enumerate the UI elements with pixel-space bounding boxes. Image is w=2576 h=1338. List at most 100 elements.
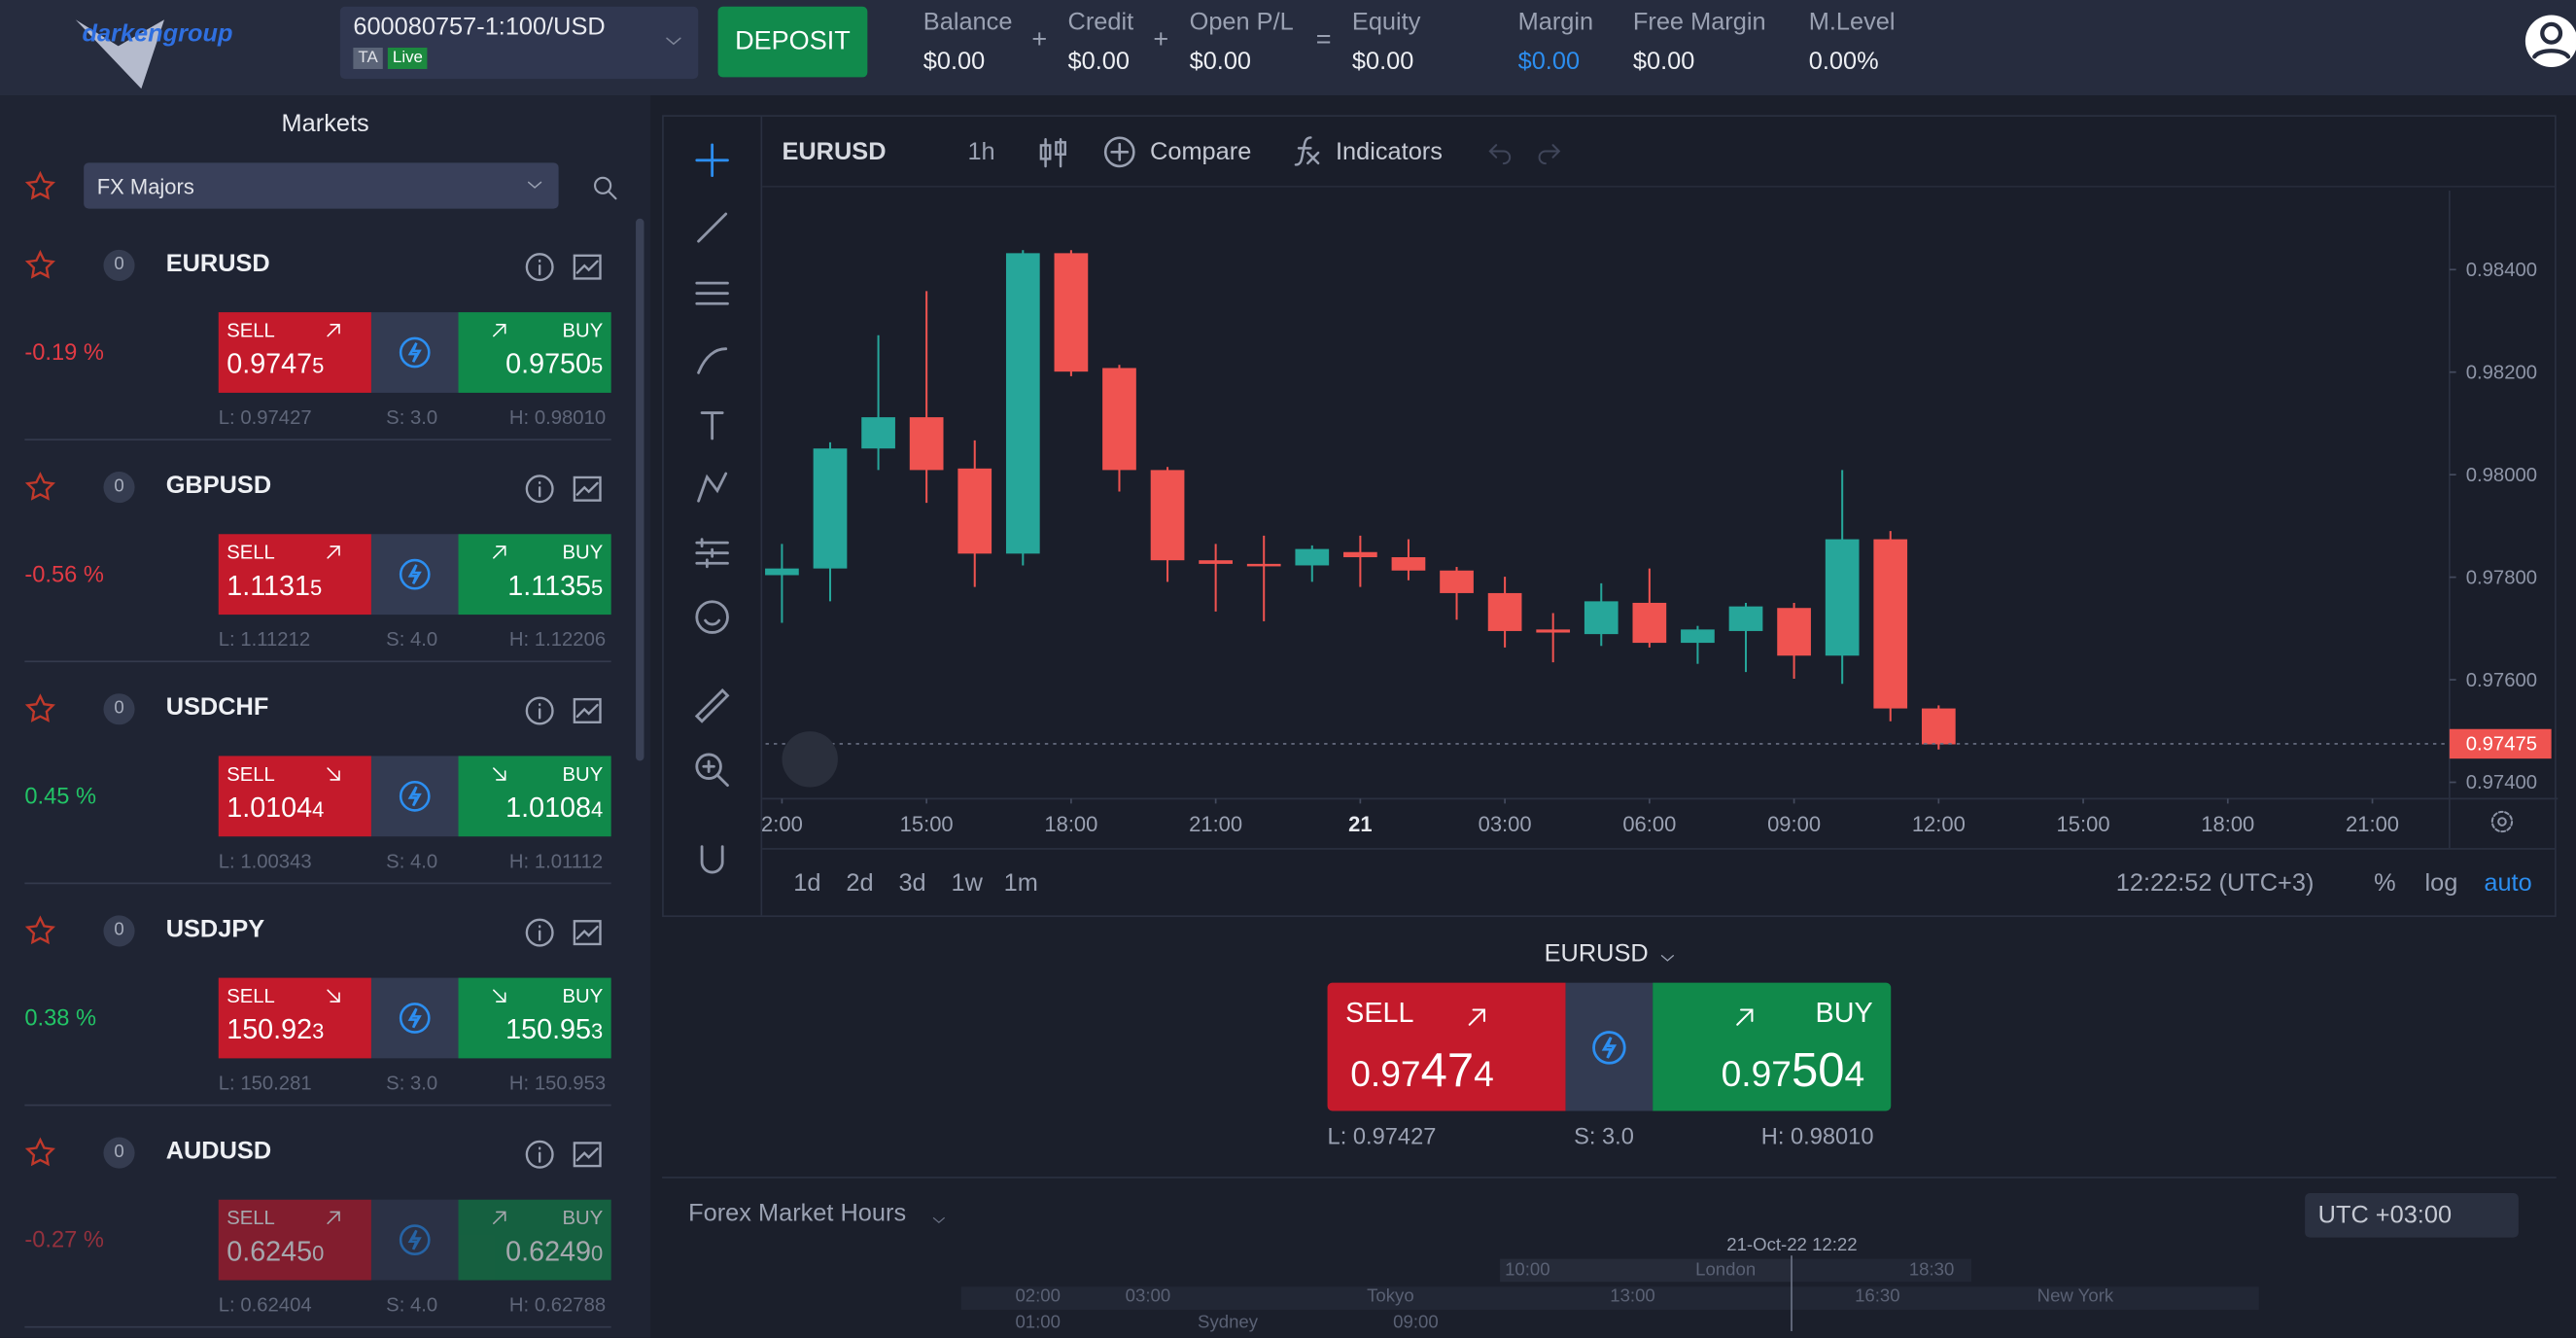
tool-icon[interactable] bbox=[692, 596, 733, 637]
range-button[interactable]: 3d bbox=[898, 869, 926, 898]
info-icon[interactable] bbox=[522, 693, 556, 727]
quick-trade[interactable] bbox=[370, 1199, 459, 1281]
market-filter[interactable]: FX Majors bbox=[84, 162, 559, 209]
scale-option[interactable]: log bbox=[2424, 869, 2458, 898]
icon-part bbox=[399, 1003, 431, 1034]
buy-button[interactable]: BUY 0.62490 bbox=[458, 1199, 611, 1281]
chart-icon[interactable] bbox=[570, 250, 604, 284]
search-icon[interactable] bbox=[590, 172, 621, 203]
tool-icon[interactable] bbox=[692, 686, 733, 726]
timezone-select[interactable]: UTC +03:00 bbox=[2305, 1192, 2519, 1238]
trade-sell[interactable]: SELL 0.97474 bbox=[1327, 982, 1566, 1111]
sell-button[interactable]: SELL 0.97475 bbox=[218, 312, 371, 393]
clock: 12:22:52 (UTC+3) bbox=[2115, 869, 2315, 898]
trade-symbol[interactable]: EURUSD bbox=[1544, 939, 1649, 968]
icon-part bbox=[695, 143, 729, 178]
buy-arrow bbox=[488, 762, 511, 786]
stat-value: $0.00 bbox=[1351, 48, 1414, 76]
buy-button[interactable]: BUY 1.11355 bbox=[458, 534, 611, 616]
icon-part bbox=[24, 472, 55, 501]
sell-button[interactable]: SELL 0.62450 bbox=[218, 1199, 371, 1281]
fx-icon[interactable] bbox=[1290, 133, 1326, 169]
sell-button[interactable]: SELL 1.01044 bbox=[218, 756, 371, 837]
tool-icon[interactable] bbox=[692, 207, 733, 248]
tool-icon[interactable] bbox=[692, 140, 733, 181]
sell-arrow bbox=[322, 762, 345, 786]
chart-icon[interactable] bbox=[570, 915, 604, 949]
toolbar-item[interactable]: Indicators bbox=[1336, 137, 1443, 166]
market-row: 0 USDJPY 0.38 % SELL 150.923 BUY 150.953 L: 150… bbox=[0, 902, 633, 1124]
trade-quick[interactable] bbox=[1565, 982, 1654, 1111]
icon-part bbox=[697, 472, 728, 503]
trade-buy[interactable]: BUY 0.97504 bbox=[1653, 982, 1892, 1111]
icon-part bbox=[1592, 1031, 1626, 1065]
quick-trade[interactable] bbox=[370, 977, 459, 1059]
account-select[interactable]: 600080757-1:100/USD TA Live bbox=[339, 6, 699, 80]
symbol[interactable]: USDJPY bbox=[165, 915, 265, 944]
info-icon[interactable] bbox=[522, 1138, 556, 1172]
icon-part bbox=[695, 600, 729, 634]
tool-icon[interactable] bbox=[692, 840, 733, 881]
icon-part bbox=[695, 538, 729, 569]
icon-part bbox=[695, 753, 729, 788]
range-button[interactable]: 1m bbox=[1003, 869, 1038, 898]
favorites-star[interactable] bbox=[23, 169, 57, 203]
tool-icon[interactable] bbox=[692, 467, 733, 508]
star[interactable] bbox=[23, 914, 57, 948]
forex-title[interactable]: Forex Market Hours bbox=[688, 1199, 907, 1228]
candle-type[interactable] bbox=[1035, 135, 1071, 171]
tool-icon[interactable] bbox=[692, 750, 733, 791]
user-avatar[interactable] bbox=[2521, 10, 2576, 72]
toolbar-item[interactable]: Compare bbox=[1150, 137, 1252, 166]
star[interactable] bbox=[23, 470, 57, 504]
star[interactable] bbox=[23, 692, 57, 726]
range-button[interactable]: 1w bbox=[951, 869, 983, 898]
sell-arrow bbox=[322, 1206, 345, 1229]
icon-part bbox=[695, 281, 729, 305]
chart-icon[interactable] bbox=[570, 472, 604, 506]
info-icon[interactable] bbox=[522, 915, 556, 949]
buy-button[interactable]: BUY 150.953 bbox=[458, 977, 611, 1059]
chart-icon[interactable] bbox=[570, 1138, 604, 1172]
icon-part bbox=[575, 926, 599, 940]
deposit-button[interactable]: DEPOSIT bbox=[717, 6, 868, 78]
quick-trade[interactable] bbox=[370, 756, 459, 837]
range-button[interactable]: 2d bbox=[846, 869, 874, 898]
scale-option[interactable]: % bbox=[2374, 869, 2396, 898]
spread: S: 4.0 bbox=[386, 1293, 438, 1317]
quick-trade[interactable] bbox=[370, 534, 459, 616]
tool-icon[interactable] bbox=[692, 273, 733, 314]
market-row: 0 AUDUSD -0.27 % SELL 0.62450 BUY 0.62490 L: 0.… bbox=[0, 1124, 633, 1338]
symbol[interactable]: USDCHF bbox=[165, 693, 269, 722]
buy-button[interactable]: BUY 1.01084 bbox=[458, 756, 611, 837]
scale-option[interactable]: auto bbox=[2484, 869, 2532, 898]
toolbar-item[interactable]: EURUSD bbox=[782, 137, 887, 166]
chart-icon[interactable] bbox=[570, 693, 604, 727]
session-band bbox=[1791, 1258, 1972, 1283]
tool-icon[interactable] bbox=[692, 338, 733, 379]
stat-operator: + bbox=[1031, 26, 1048, 54]
range-button[interactable]: 1d bbox=[793, 869, 821, 898]
star[interactable] bbox=[23, 248, 57, 282]
quick-trade[interactable] bbox=[370, 312, 459, 393]
icon-part bbox=[1294, 136, 1320, 166]
symbol[interactable]: EURUSD bbox=[165, 249, 270, 278]
buy-button[interactable]: BUY 0.97505 bbox=[458, 312, 611, 393]
toolbar-item[interactable]: 1h bbox=[967, 137, 995, 166]
icon-part bbox=[327, 323, 340, 337]
info-icon[interactable] bbox=[522, 250, 556, 284]
x-tick-label: 2:00 bbox=[761, 812, 803, 836]
stat-label: Margin bbox=[1517, 8, 1594, 37]
info-icon[interactable] bbox=[522, 472, 556, 506]
symbol[interactable]: GBPUSD bbox=[165, 472, 272, 500]
session-label: 16:30 bbox=[1855, 1286, 1900, 1307]
settings[interactable] bbox=[2488, 807, 2517, 836]
tool-icon[interactable] bbox=[692, 405, 733, 445]
price-main: 0.6245 bbox=[226, 1235, 313, 1268]
sell-button[interactable]: SELL 150.923 bbox=[218, 977, 371, 1059]
compare-icon[interactable] bbox=[1100, 133, 1138, 171]
sell-button[interactable]: SELL 1.11315 bbox=[218, 534, 371, 616]
symbol[interactable]: AUDUSD bbox=[165, 1137, 272, 1166]
tool-icon[interactable] bbox=[692, 533, 733, 574]
star[interactable] bbox=[23, 1136, 57, 1170]
